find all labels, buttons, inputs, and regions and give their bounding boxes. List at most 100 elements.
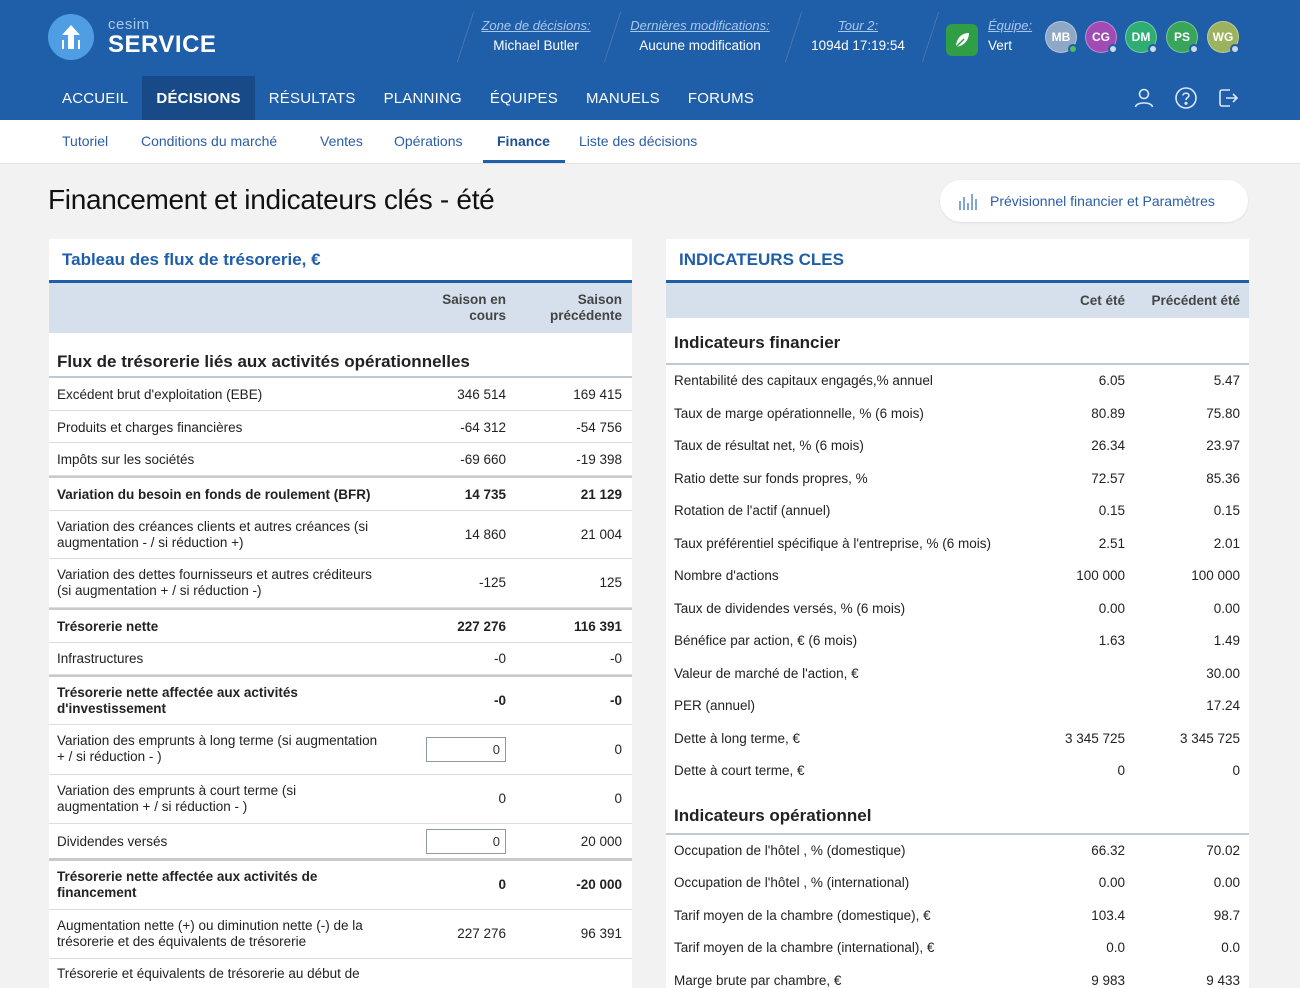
indicator-value-previous: 1.49 [1213, 633, 1240, 648]
table-row-subtotal: Trésorerie nette affectée aux activités d… [49, 675, 632, 725]
decision-zone-info: Zone de décisions: Michael Butler [480, 18, 592, 53]
financial-indicators-section: Indicateurs financier [666, 318, 1249, 365]
indicator-label: Dette à court terme, € [674, 763, 805, 778]
table-row: Produits et charges financières -64 312 … [49, 411, 632, 443]
online-status-dot [1068, 44, 1078, 54]
decision-zone-label[interactable]: Zone de décisions: [481, 18, 591, 33]
offline-status-dot [1108, 44, 1118, 54]
nav-resultats[interactable]: RÉSULTATS [268, 89, 356, 107]
user-icon[interactable] [1132, 86, 1156, 110]
top-header: cesim SERVICE Zone de décisions: Michael… [0, 0, 1300, 120]
row-label-line1: Augmentation nette (+) ou diminution net… [57, 918, 363, 933]
subnav-ventes[interactable]: Ventes [320, 133, 363, 149]
indicator-value-previous: 0.0 [1221, 940, 1240, 955]
row-label-line1: Variation des créances clients et autres… [57, 519, 369, 534]
value-previous: -54 756 [576, 420, 622, 435]
round-label[interactable]: Tour 2: [838, 18, 878, 33]
long-term-loan-input[interactable] [426, 737, 506, 762]
table-row: Augmentation nette (+) ou diminution net… [49, 910, 632, 959]
nav-manuels[interactable]: MANUELS [585, 89, 660, 107]
row-label: Trésorerie et équivalents de trésorerie … [57, 966, 360, 981]
row-label: Excédent brut d'exploitation (EBE) [57, 387, 263, 402]
table-row: Variation des emprunts à court terme (si… [49, 775, 632, 824]
indicator-value-current: 6.05 [1098, 373, 1125, 388]
avatar-wg[interactable]: WG [1207, 21, 1240, 54]
nav-equipes[interactable]: ÉQUIPES [489, 89, 558, 107]
value-previous: 169 415 [573, 387, 622, 402]
value-previous: -0 [609, 693, 622, 708]
indicator-label: Marge brute par chambre, € [674, 972, 842, 988]
subnav-liste-decisions[interactable]: Liste des décisions [579, 133, 698, 149]
header-separator [784, 12, 803, 62]
indicator-label: Tarif moyen de la chambre (domestique), … [674, 907, 931, 923]
last-modifications-info: Dernières modifications: Aucune modifica… [626, 18, 774, 53]
offline-status-dot [1148, 44, 1158, 54]
page-title: Financement et indicateurs clés - été [48, 184, 495, 215]
app-logo[interactable]: cesim SERVICE [48, 14, 216, 60]
indicator-value-previous: 17.24 [1206, 698, 1240, 713]
last-modifications-label[interactable]: Dernières modifications: [630, 18, 770, 33]
arrow-up-icon [48, 14, 94, 60]
table-row: Trésorerie et équivalents de trésorerie … [49, 959, 632, 988]
header-actions [1132, 86, 1240, 110]
section-label: Indicateurs opérationnel [674, 805, 872, 825]
round-countdown: 1094d 17:19:54 [811, 38, 905, 53]
table-row: Excédent brut d'exploitation (EBE) 346 5… [49, 378, 632, 411]
avatar-mb[interactable]: MB [1045, 21, 1078, 54]
row-label: Trésorerie nette affectée aux activités … [57, 869, 317, 901]
table-row-subtotal: Trésorerie nette affectée aux activités … [49, 861, 632, 910]
indicator-label: Taux de marge opérationnelle, % (6 mois) [674, 405, 924, 421]
value-current: -0 [493, 693, 506, 708]
subnav-operations[interactable]: Opérations [394, 133, 463, 149]
value-previous: -0 [609, 651, 622, 666]
avatar-cg[interactable]: CG [1085, 21, 1118, 54]
value-previous: 96 391 [580, 926, 622, 941]
indicator-row: Taux préférentiel spécifique à l'entrepr… [666, 528, 1249, 561]
indicator-value-current: 0.0 [1106, 940, 1125, 955]
team-name: Vert [988, 38, 1013, 53]
value-current: -64 312 [460, 420, 506, 435]
col-previous-line1: Saison [577, 292, 622, 307]
cashflow-column-header: Saison en cours Saison précédente [49, 283, 632, 333]
forecast-button-label: Prévisionnel financier et Paramètres [990, 193, 1215, 209]
value-previous: 21 004 [580, 527, 622, 542]
indicator-row: Taux de résultat net, % (6 mois) 26.34 23.… [666, 430, 1249, 463]
nav-forums[interactable]: FORUMS [687, 89, 755, 107]
row-label: Variation des emprunts à court terme (si… [57, 783, 296, 815]
row-label: Variation des emprunts à long terme (si … [57, 733, 377, 765]
indicator-row: Occupation de l'hôtel , % (domestique) 66… [666, 835, 1249, 868]
nav-accueil[interactable]: ACCUEIL [62, 89, 129, 107]
logout-icon[interactable] [1216, 86, 1240, 110]
value-current: 0 [498, 791, 506, 806]
indicator-row: Occupation de l'hôtel , % (international… [666, 867, 1249, 900]
indicator-label: Tarif moyen de la chambre (international… [674, 940, 935, 955]
value-current: 227 276 [457, 926, 506, 941]
indicator-label: Ratio dette sur fonds propres, % [674, 470, 868, 486]
avatar-ps[interactable]: PS [1166, 21, 1199, 54]
value-current: 0 [498, 877, 506, 892]
value-current: -69 660 [460, 452, 506, 467]
col-previous-season: Saison précédente [522, 292, 622, 324]
indicator-row: Dette à court terme, € 0 0 [666, 755, 1249, 788]
value-previous: 0 [614, 742, 622, 757]
bar-chart-icon [959, 194, 977, 210]
row-label: Trésorerie nette [57, 619, 159, 634]
indicator-row: Rentabilité des capitaux engagés,% annue… [666, 365, 1249, 398]
nav-decisions[interactable]: DÉCISIONS [142, 76, 255, 120]
nav-planning[interactable]: PLANNING [383, 89, 462, 107]
help-icon[interactable] [1174, 86, 1198, 110]
team-label[interactable]: Équipe: [988, 18, 1033, 33]
avatar-dm[interactable]: DM [1125, 21, 1158, 54]
subnav-tutoriel[interactable]: Tutoriel [62, 133, 109, 149]
value-current: -125 [478, 575, 506, 590]
indicator-label: Occupation de l'hôtel , % (international… [674, 875, 910, 890]
decision-zone-value: Michael Butler [493, 38, 579, 53]
dividends-input[interactable] [426, 829, 506, 854]
avatar-initials: PS [1173, 30, 1190, 44]
subnav-finance[interactable]: Finance [497, 133, 550, 149]
subnav-conditions-marche[interactable]: Conditions du marché [141, 133, 278, 149]
leaf-icon [946, 24, 978, 56]
indicator-row: Tarif moyen de la chambre (domestique), … [666, 900, 1249, 933]
header-separator [456, 12, 475, 62]
forecast-button[interactable]: Prévisionnel financier et Paramètres [940, 180, 1248, 222]
